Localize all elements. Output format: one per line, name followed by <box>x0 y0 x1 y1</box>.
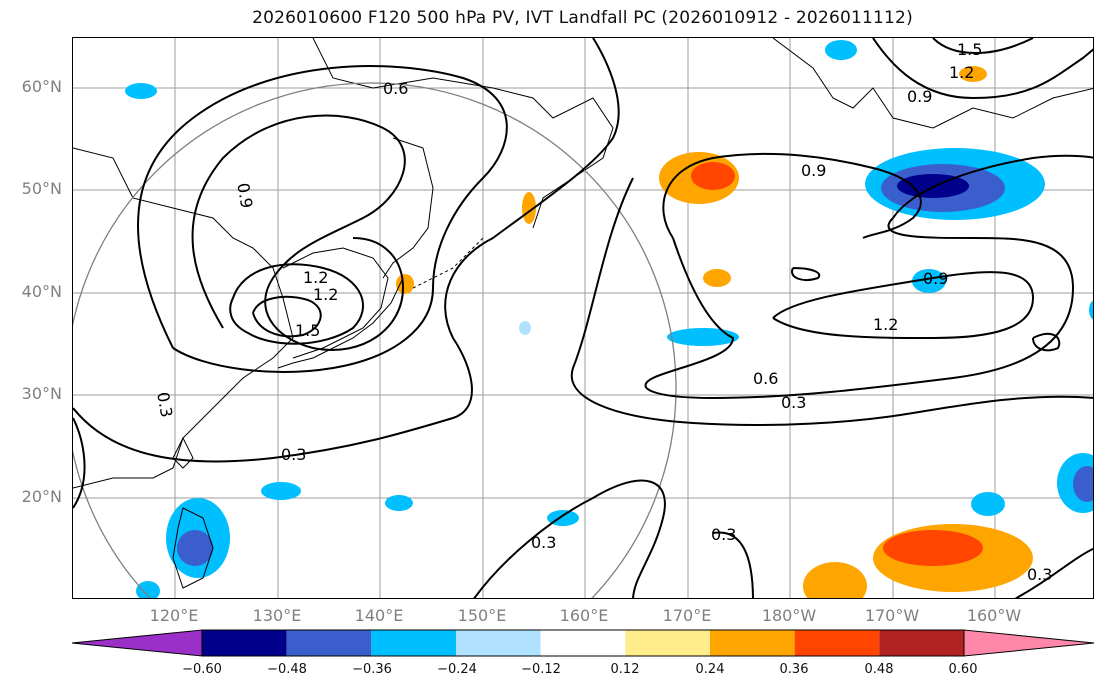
colorbar-arrow-left <box>71 629 203 657</box>
map-canvas: 0.6 0.9 1.2 1.5 0.9 1.2 0.9 0.9 1.2 0.6 … <box>73 38 1093 598</box>
lat-label-40n: 40°N <box>21 282 62 301</box>
colorbar-tick-label: 0.60 <box>948 662 978 677</box>
lon-label-120e: 120°E <box>149 606 199 625</box>
colorbar-segment <box>710 630 795 656</box>
contour-label-group: 0.6 0.9 1.2 1.5 0.9 1.2 0.9 0.9 1.2 0.6 … <box>153 40 1052 584</box>
contour-label: 1.2 <box>303 268 328 287</box>
colorbar-tick-label: −0.12 <box>521 662 561 677</box>
colorbar-segment <box>540 630 626 656</box>
contour-label: 0.9 <box>801 161 826 180</box>
colorbar-segment <box>286 630 372 656</box>
coastlines <box>73 38 1093 589</box>
contour-label: 0.6 <box>753 369 778 388</box>
colorbar-segment <box>879 630 964 656</box>
contour-label: 0.3 <box>781 393 806 412</box>
contour-label: 0.3 <box>281 445 306 464</box>
lon-label-180w: 180°W <box>761 606 817 625</box>
contour-label: 0.9 <box>907 87 932 106</box>
contour-label: 1.5 <box>295 321 320 340</box>
contour-label: 0.9 <box>923 269 948 288</box>
gridlines <box>73 38 1093 598</box>
range-circle <box>73 82 677 598</box>
contour-label: 1.5 <box>957 40 982 59</box>
contour-label: 0.3 <box>711 525 736 544</box>
colorbar-segment <box>625 630 710 656</box>
contour-label: 1.2 <box>873 315 898 334</box>
colorbar-tick-label: −0.60 <box>182 662 222 677</box>
lat-label-30n: 30°N <box>21 384 62 403</box>
lat-label-50n: 50°N <box>21 179 62 198</box>
lat-label-60n: 60°N <box>21 77 62 96</box>
pv-contours <box>73 38 1093 598</box>
lon-label-170e: 170°E <box>662 606 712 625</box>
colorbar-arrow-right <box>963 629 1095 657</box>
colorbar <box>71 629 1095 657</box>
colorbar-tick-label: 0.36 <box>779 662 809 677</box>
contour-label: 0.3 <box>153 390 176 418</box>
contour-label: 1.2 <box>313 285 338 304</box>
colorbar-tick-label: 0.48 <box>864 662 894 677</box>
colorbar-tick-label: −0.36 <box>352 662 392 677</box>
colorbar-segment <box>371 630 456 656</box>
colorbar-tick-label: 0.24 <box>695 662 725 677</box>
contour-label: 0.3 <box>531 533 556 552</box>
lon-label-160e: 160°E <box>559 606 609 625</box>
colorbar-segment <box>202 630 287 656</box>
colorbar-tick-label: −0.24 <box>437 662 477 677</box>
map-title: 2026010600 F120 500 hPa PV, IVT Landfall… <box>252 8 913 28</box>
contour-label: 0.9 <box>233 181 256 209</box>
lat-label-20n: 20°N <box>21 487 62 506</box>
lon-label-130e: 130°E <box>252 606 302 625</box>
map-panel: 0.6 0.9 1.2 1.5 0.9 1.2 0.9 0.9 1.2 0.6 … <box>72 37 1094 599</box>
colorbar-segments <box>201 629 965 657</box>
lon-label-170w: 170°W <box>864 606 920 625</box>
colorbar-segment <box>794 630 880 656</box>
lon-label-150e: 150°E <box>457 606 507 625</box>
colorbar-tick-label: −0.48 <box>267 662 307 677</box>
contour-label: 1.2 <box>949 63 974 82</box>
lon-label-140e: 140°E <box>354 606 404 625</box>
colorbar-segment <box>456 630 541 656</box>
contour-label: 0.3 <box>1027 565 1052 584</box>
colorbar-tick-label: 0.12 <box>610 662 640 677</box>
contour-label: 0.6 <box>383 79 408 98</box>
lon-label-160w: 160°W <box>966 606 1022 625</box>
